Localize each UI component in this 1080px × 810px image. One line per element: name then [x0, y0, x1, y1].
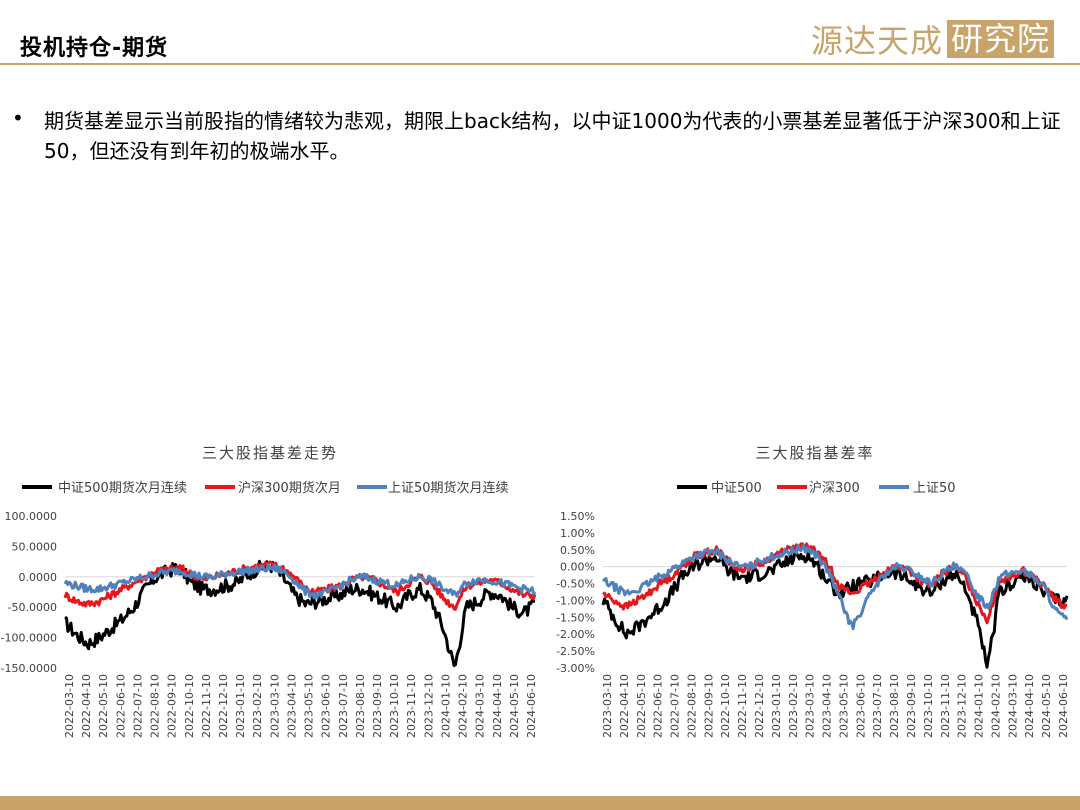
x-tick-label: 2022-09-10	[166, 674, 179, 738]
x-tick-label: 2023-08-10	[888, 674, 901, 738]
x-tick-label: 2023-06-10	[854, 674, 867, 738]
series-line	[63, 562, 537, 600]
x-tick-label: 2022-11-10	[200, 674, 213, 738]
x-tick-label: 2023-11-10	[939, 674, 952, 738]
x-tick-label: 2022-06-10	[652, 674, 665, 738]
brand-logo: 源达天成 研究院	[811, 16, 1054, 62]
y-tick-label: -1.00%	[556, 594, 595, 607]
y-tick-label: -100.0000	[1, 632, 57, 645]
y-tick-label: -3.00%	[556, 662, 595, 675]
x-tick-label: 2023-06-10	[320, 674, 333, 738]
y-tick-label: 1.50%	[560, 510, 595, 523]
x-tick-label: 2024-03-10	[1006, 674, 1019, 738]
x-tick-label: 2023-09-10	[371, 674, 384, 738]
page-title: 投机持仓-期货	[20, 36, 169, 61]
x-tick-label: 2024-05-10	[508, 674, 521, 738]
x-tick-label: 2022-07-10	[669, 674, 682, 738]
x-tick-label: 2023-05-10	[837, 674, 850, 738]
chart-title: 三大股指基差走势	[202, 444, 338, 462]
x-tick-label: 2023-04-10	[285, 674, 298, 738]
x-tick-label: 2022-11-10	[736, 674, 749, 738]
x-tick-label: 2022-10-10	[719, 674, 732, 738]
y-tick-label: 1.00%	[560, 527, 595, 540]
x-tick-label: 2024-06-10	[1057, 674, 1070, 738]
series-line	[64, 559, 536, 668]
y-tick-label: -2.50%	[556, 645, 595, 658]
x-tick-label: 2022-09-10	[702, 674, 715, 738]
y-tick-label: 0.00%	[560, 561, 595, 574]
x-tick-label: 2024-04-10	[491, 674, 504, 738]
y-tick-label: 0.0000	[19, 571, 58, 584]
x-tick-label: 2024-03-10	[474, 674, 487, 738]
x-tick-label: 2024-01-10	[973, 674, 986, 738]
body-paragraph: 期货基差显示当前股指的情绪较为悲观，期限上back结构，以中证1000为代表的小…	[44, 109, 1061, 163]
x-tick-label: 2023-03-10	[268, 674, 281, 738]
series-line	[602, 543, 1069, 631]
y-tick-label: 50.0000	[12, 540, 58, 553]
x-tick-label: 2023-12-10	[422, 674, 435, 738]
y-tick-label: -50.0000	[8, 601, 57, 614]
legend-label: 沪深300	[809, 480, 860, 496]
legend-label: 上证50	[913, 481, 956, 496]
y-tick-label: 100.0000	[5, 510, 58, 523]
series-line	[63, 560, 537, 611]
logo-box: 研究院	[946, 20, 1054, 58]
x-tick-label: 2023-10-10	[388, 674, 401, 738]
footer-bar	[0, 796, 1080, 810]
y-tick-label: -1.50%	[556, 611, 595, 624]
x-tick-label: 2024-01-10	[439, 674, 452, 738]
x-tick-label: 2024-02-10	[989, 674, 1002, 738]
y-tick-label: -150.0000	[1, 662, 57, 675]
x-tick-label: 2022-10-10	[183, 674, 196, 738]
x-tick-label: 2022-04-10	[618, 674, 631, 738]
x-tick-label: 2023-11-10	[405, 674, 418, 738]
x-tick-label: 2023-01-10	[770, 674, 783, 738]
x-tick-label: 2023-03-10	[804, 674, 817, 738]
x-tick-label: 2022-06-10	[114, 674, 127, 738]
y-tick-label: 0.50%	[560, 544, 595, 557]
x-tick-label: 2022-12-10	[217, 674, 230, 738]
x-tick-label: 2022-08-10	[685, 674, 698, 738]
y-tick-label: -2.00%	[556, 628, 595, 641]
x-tick-label: 2023-02-10	[251, 674, 264, 738]
bullet-marker: •	[12, 106, 24, 130]
legend-label: 上证50期货次月连续	[388, 480, 509, 496]
x-tick-label: 2023-09-10	[905, 674, 918, 738]
y-tick-label: -0.50%	[556, 578, 595, 591]
x-tick-label: 2024-02-10	[457, 674, 470, 738]
x-tick-label: 2023-12-10	[956, 674, 969, 738]
header-divider	[0, 63, 1080, 65]
series-line	[601, 549, 1069, 669]
x-tick-label: 2022-03-10	[63, 674, 76, 738]
x-tick-label: 2023-01-10	[234, 674, 247, 738]
x-tick-label: 2023-07-10	[871, 674, 884, 738]
x-tick-label: 2024-04-10	[1023, 674, 1036, 738]
x-tick-label: 2024-05-10	[1040, 674, 1053, 738]
x-tick-label: 2023-05-10	[303, 674, 316, 738]
chart-title: 三大股指基差率	[755, 444, 874, 462]
x-tick-label: 2023-02-10	[787, 674, 800, 738]
legend-label: 沪深300期货次月	[238, 480, 341, 496]
x-tick-label: 2024-06-10	[525, 674, 538, 738]
x-tick-label: 2022-12-10	[753, 674, 766, 738]
x-tick-label: 2023-10-10	[922, 674, 935, 738]
legend-label: 中证500	[711, 481, 762, 496]
logo-text: 源达天成	[810, 22, 943, 60]
x-tick-label: 2022-05-10	[97, 674, 110, 738]
x-tick-label: 2023-04-10	[821, 674, 834, 738]
x-tick-label: 2023-08-10	[354, 674, 367, 738]
x-tick-label: 2022-07-10	[131, 674, 144, 738]
x-tick-label: 2022-05-10	[635, 674, 648, 738]
x-tick-label: 2022-08-10	[149, 674, 162, 738]
x-tick-label: 2023-07-10	[337, 674, 350, 738]
legend-label: 中证500期货次月连续	[58, 480, 187, 496]
x-tick-label: 2023-03-10	[601, 674, 614, 738]
x-tick-label: 2022-04-10	[80, 674, 93, 738]
